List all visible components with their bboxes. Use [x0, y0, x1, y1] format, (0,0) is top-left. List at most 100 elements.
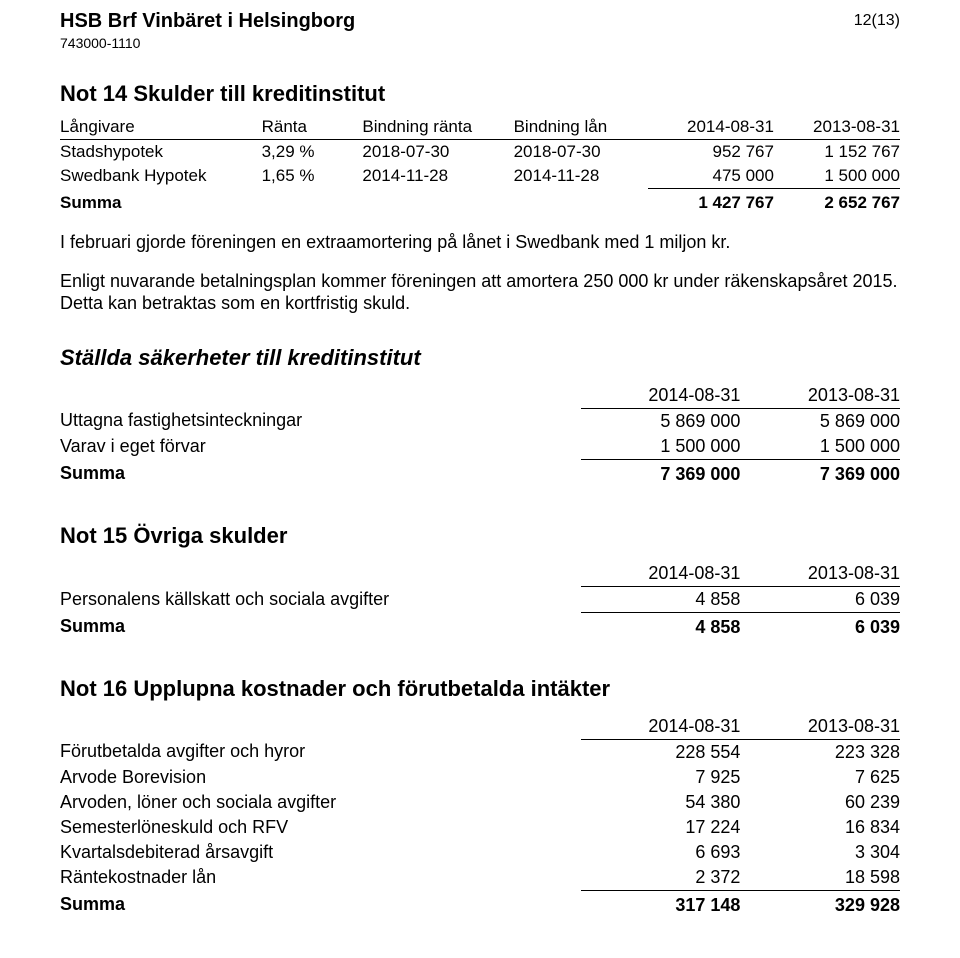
col-date1: 2014-08-31 [648, 115, 774, 140]
row-v1: 2 372 [581, 865, 741, 891]
table-row: Räntekostnader lån 2 372 18 598 [60, 865, 900, 891]
sum-v1: 4 858 [581, 612, 741, 640]
row-label: Kvartalsdebiterad årsavgift [60, 840, 581, 865]
not16-sum-row: Summa 317 148 329 928 [60, 890, 900, 918]
cell-langivare: Stadshypotek [60, 140, 262, 165]
date1: 2014-08-31 [581, 710, 741, 740]
col-date2: 2013-08-31 [774, 115, 900, 140]
row-label: Semesterlöneskuld och RFV [60, 815, 581, 840]
sum-v2: 7 369 000 [740, 459, 900, 487]
empty-cell [60, 557, 581, 587]
not14-table: Långivare Ränta Bindning ränta Bindning … [60, 115, 900, 215]
date1: 2014-08-31 [581, 557, 741, 587]
header-left: HSB Brf Vinbäret i Helsingborg 743000-11… [60, 10, 355, 51]
empty-cell [60, 379, 581, 409]
row-v2: 7 625 [740, 765, 900, 790]
row-v1: 54 380 [581, 790, 741, 815]
not16-table: 2014-08-31 2013-08-31 Förutbetalda avgif… [60, 710, 900, 918]
stallda-table: 2014-08-31 2013-08-31 Uttagna fastighets… [60, 379, 900, 487]
not14-sum-row: Summa 1 427 767 2 652 767 [60, 189, 900, 216]
sum-label: Summa [60, 612, 581, 640]
page-number: 12(13) [854, 10, 900, 30]
sum-v2: 329 928 [740, 890, 900, 918]
row-v2: 223 328 [740, 739, 900, 765]
table-row: Arvode Borevision 7 925 7 625 [60, 765, 900, 790]
date2: 2013-08-31 [740, 557, 900, 587]
not14-title: Not 14 Skulder till kreditinstitut [60, 81, 900, 107]
cell-bl: 2018-07-30 [514, 140, 648, 165]
page: HSB Brf Vinbäret i Helsingborg 743000-11… [0, 0, 960, 958]
table-row: Semesterlöneskuld och RFV 17 224 16 834 [60, 815, 900, 840]
sum-v1: 317 148 [581, 890, 741, 918]
col-langivare: Långivare [60, 115, 262, 140]
table-row: Varav i eget förvar 1 500 000 1 500 000 [60, 434, 900, 460]
sum-v2: 2 652 767 [774, 189, 900, 216]
row-v1: 6 693 [581, 840, 741, 865]
table-row: Arvoden, löner och sociala avgifter 54 3… [60, 790, 900, 815]
col-bindning-ranta: Bindning ränta [362, 115, 513, 140]
not16-title: Not 16 Upplupna kostnader och förutbetal… [60, 676, 900, 702]
cell-v1: 475 000 [648, 164, 774, 189]
table-row: Swedbank Hypotek 1,65 % 2014-11-28 2014-… [60, 164, 900, 189]
col-bindning-lan: Bindning lån [514, 115, 648, 140]
row-label: Uttagna fastighetsinteckningar [60, 408, 581, 434]
row-v2: 6 039 [740, 586, 900, 612]
table-row: Personalens källskatt och sociala avgift… [60, 586, 900, 612]
sum-v1: 7 369 000 [581, 459, 741, 487]
sum-label: Summa [60, 189, 648, 216]
row-label: Arvode Borevision [60, 765, 581, 790]
not15-table: 2014-08-31 2013-08-31 Personalens källsk… [60, 557, 900, 640]
row-v2: 1 500 000 [740, 434, 900, 460]
row-v1: 7 925 [581, 765, 741, 790]
date2: 2013-08-31 [740, 710, 900, 740]
org-id: 743000-1110 [60, 35, 355, 51]
not16-dates: 2014-08-31 2013-08-31 [60, 710, 900, 740]
row-label: Förutbetalda avgifter och hyror [60, 739, 581, 765]
table-row: Kvartalsdebiterad årsavgift 6 693 3 304 [60, 840, 900, 865]
not14-para1: I februari gjorde föreningen en extraamo… [60, 231, 900, 254]
row-v1: 5 869 000 [581, 408, 741, 434]
sum-label: Summa [60, 459, 581, 487]
row-v2: 3 304 [740, 840, 900, 865]
row-v1: 4 858 [581, 586, 741, 612]
cell-ranta: 1,65 % [262, 164, 363, 189]
col-ranta: Ränta [262, 115, 363, 140]
stallda-sum-row: Summa 7 369 000 7 369 000 [60, 459, 900, 487]
row-label: Arvoden, löner och sociala avgifter [60, 790, 581, 815]
stallda-dates: 2014-08-31 2013-08-31 [60, 379, 900, 409]
cell-v1: 952 767 [648, 140, 774, 165]
row-v2: 18 598 [740, 865, 900, 891]
empty-cell [60, 710, 581, 740]
cell-ranta: 3,29 % [262, 140, 363, 165]
not15-dates: 2014-08-31 2013-08-31 [60, 557, 900, 587]
row-v2: 5 869 000 [740, 408, 900, 434]
row-label: Räntekostnader lån [60, 865, 581, 891]
row-v1: 1 500 000 [581, 434, 741, 460]
row-v1: 17 224 [581, 815, 741, 840]
page-header: HSB Brf Vinbäret i Helsingborg 743000-11… [60, 10, 900, 51]
row-v2: 60 239 [740, 790, 900, 815]
cell-v2: 1 500 000 [774, 164, 900, 189]
table-row: Förutbetalda avgifter och hyror 228 554 … [60, 739, 900, 765]
cell-bl: 2014-11-28 [514, 164, 648, 189]
table-row: Stadshypotek 3,29 % 2018-07-30 2018-07-3… [60, 140, 900, 165]
row-label: Varav i eget förvar [60, 434, 581, 460]
cell-br: 2018-07-30 [362, 140, 513, 165]
not14-header-row: Långivare Ränta Bindning ränta Bindning … [60, 115, 900, 140]
not15-title: Not 15 Övriga skulder [60, 523, 900, 549]
org-name: HSB Brf Vinbäret i Helsingborg [60, 10, 355, 33]
not15-sum-row: Summa 4 858 6 039 [60, 612, 900, 640]
row-v2: 16 834 [740, 815, 900, 840]
date1: 2014-08-31 [581, 379, 741, 409]
sum-v2: 6 039 [740, 612, 900, 640]
date2: 2013-08-31 [740, 379, 900, 409]
cell-v2: 1 152 767 [774, 140, 900, 165]
row-v1: 228 554 [581, 739, 741, 765]
table-row: Uttagna fastighetsinteckningar 5 869 000… [60, 408, 900, 434]
row-label: Personalens källskatt och sociala avgift… [60, 586, 581, 612]
stallda-title: Ställda säkerheter till kreditinstitut [60, 345, 900, 371]
cell-langivare: Swedbank Hypotek [60, 164, 262, 189]
not14-para2: Enligt nuvarande betalningsplan kommer f… [60, 270, 900, 315]
cell-br: 2014-11-28 [362, 164, 513, 189]
sum-label: Summa [60, 890, 581, 918]
